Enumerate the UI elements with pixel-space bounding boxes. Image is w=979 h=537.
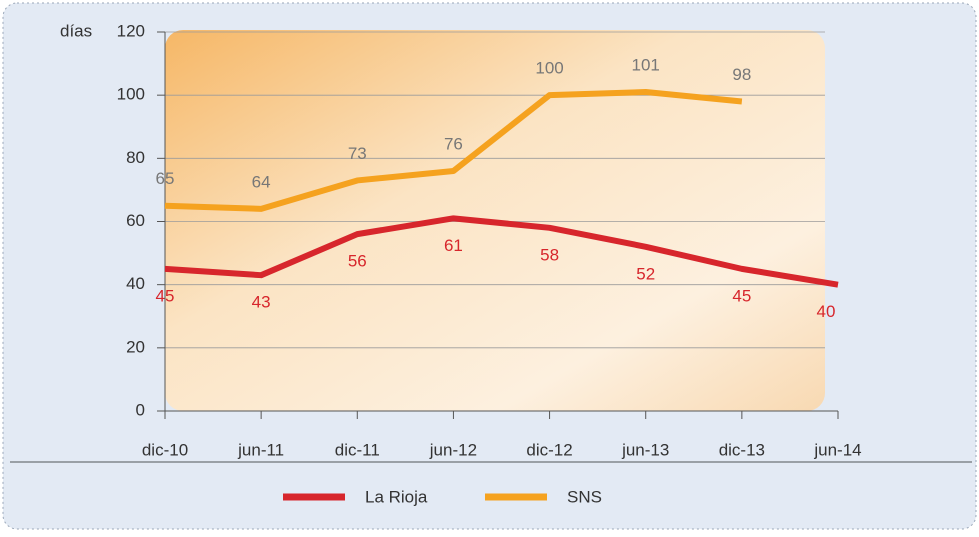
x-tick-label: jun-13: [621, 440, 669, 459]
data-label: 76: [444, 134, 463, 153]
data-label: 40: [817, 302, 836, 321]
data-label: 101: [632, 55, 660, 74]
data-label: 56: [348, 252, 367, 271]
data-label: 65: [156, 169, 175, 188]
x-tick-label: jun-14: [813, 440, 861, 459]
chart: días 0 20 40 60 80 100 120 dic-10 jun-11 dic-11 ju…: [0, 0, 979, 532]
y-tick-label: 0: [136, 400, 145, 419]
data-label: 98: [732, 65, 751, 84]
y-tick-label: 80: [126, 148, 145, 167]
data-label: 58: [540, 245, 559, 264]
y-tick-label: 40: [126, 274, 145, 293]
x-tick-label: dic-13: [719, 440, 765, 459]
data-label: 45: [156, 286, 175, 305]
data-label: 100: [535, 59, 563, 78]
y-tick-label: 60: [126, 211, 145, 230]
y-tick-label: 20: [126, 337, 145, 356]
x-tick-label: dic-11: [335, 440, 380, 459]
x-tick-label: jun-12: [429, 440, 477, 459]
y-tick-label: 100: [117, 85, 145, 104]
data-label: 52: [636, 264, 655, 283]
page: días 0 20 40 60 80 100 120 dic-10 jun-11 dic-11 ju…: [0, 0, 979, 537]
x-tick-label: jun-11: [237, 440, 284, 459]
data-label: 61: [444, 236, 463, 255]
data-label: 45: [732, 286, 751, 305]
data-label: 43: [252, 293, 271, 312]
data-label: 73: [348, 144, 367, 163]
legend-label: SNS: [567, 487, 602, 506]
x-tick-label: dic-12: [526, 440, 572, 459]
y-tick-label: 120: [117, 21, 145, 40]
x-tick-label: dic-10: [142, 440, 188, 459]
y-axis-label: días: [60, 21, 92, 40]
legend-label: La Rioja: [365, 487, 428, 506]
data-label: 64: [252, 172, 271, 191]
